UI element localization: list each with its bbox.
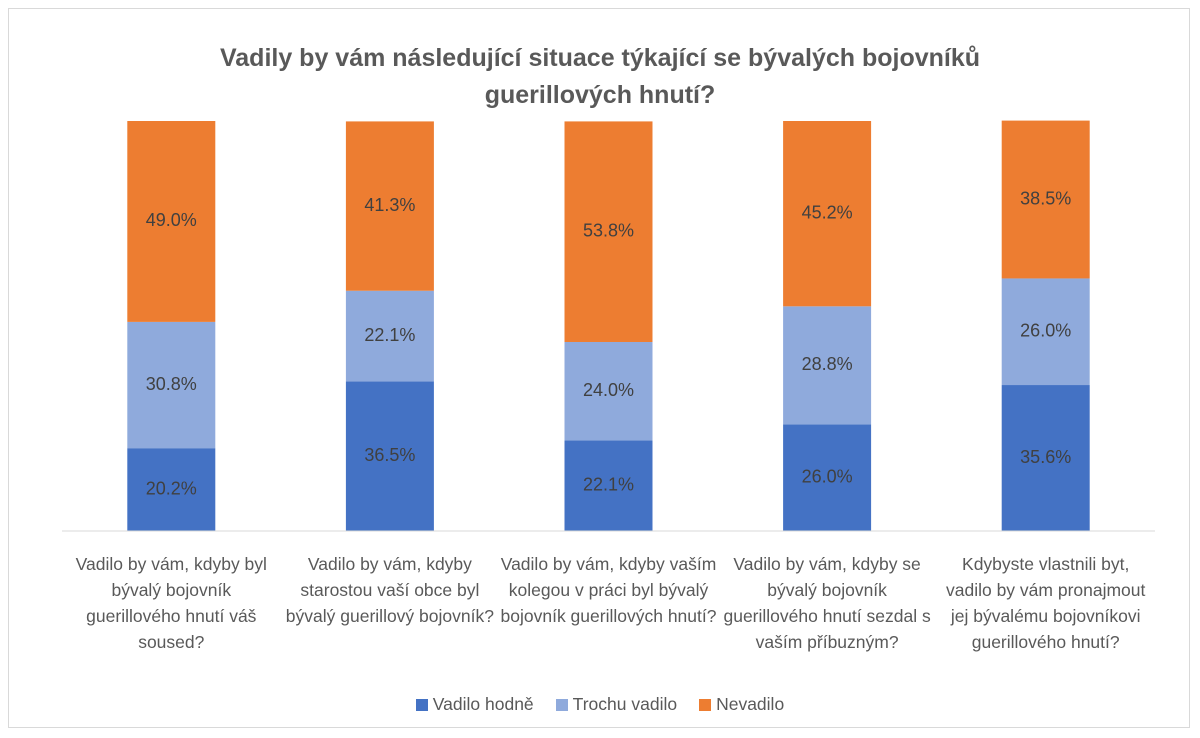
data-label: 28.8% [802, 354, 853, 374]
data-label: 45.2% [802, 202, 853, 222]
bar-segment [127, 321, 216, 449]
x-tick-label: Vadilo by vám, kdyby se bývalý bojovník … [723, 554, 931, 652]
legend-label: Trochu vadilo [572, 694, 678, 714]
legend-swatch [699, 698, 712, 711]
bar-segment [564, 440, 653, 531]
bar-segment [783, 306, 872, 425]
data-label: 26.0% [1020, 320, 1071, 340]
data-label: 53.8% [583, 220, 634, 240]
bar-segment [345, 381, 434, 531]
data-label: 20.2% [146, 478, 197, 498]
bar-segment [345, 121, 434, 291]
data-label: 38.5% [1020, 188, 1071, 208]
data-label: 41.3% [364, 195, 415, 215]
data-label: 49.0% [146, 210, 197, 230]
bar-segment [127, 448, 216, 531]
x-tick-label: Vadilo by vám, kdyby byl bývalý bojovník… [75, 554, 267, 652]
chart-title: Vadily by vám následující situace týkají… [219, 44, 981, 109]
data-label: 24.0% [583, 380, 634, 400]
bar-segment [1001, 385, 1090, 531]
data-label: 35.6% [1020, 447, 1071, 467]
legend-item: Trochu vadilo [555, 694, 678, 715]
bar-segment [783, 121, 872, 307]
data-label: 22.1% [583, 474, 634, 494]
legend-swatch [415, 698, 428, 711]
x-tick-label: Kdybyste vlastnili byt, vadilo by vám pr… [945, 554, 1146, 652]
bar-segment [1001, 278, 1090, 386]
x-tick-label: Vadilo by vám, kdyby vaším kolegou v prá… [500, 554, 717, 626]
legend-item: Vadilo hodně [415, 694, 534, 715]
legend-swatch [555, 698, 568, 711]
legend-label: Vadilo hodně [432, 694, 534, 714]
bar-segment [564, 341, 653, 441]
bar-segment [783, 424, 872, 531]
bar-segment [1001, 120, 1090, 279]
legend: Vadilo hodně Trochu vadilo Nevadilo [0, 694, 1200, 715]
bar-segment [127, 121, 216, 322]
bar-segment [345, 290, 434, 382]
legend-item: Nevadilo [699, 694, 784, 715]
data-label: 30.8% [146, 374, 197, 394]
bar-segment [564, 121, 653, 342]
data-label: 22.1% [364, 325, 415, 345]
data-label: 36.5% [364, 445, 415, 465]
data-label: 26.0% [802, 466, 853, 486]
chart-frame [8, 8, 1190, 728]
x-tick-label: Vadilo by vám, kdyby starostou vaší obce… [285, 554, 494, 626]
legend-label: Nevadilo [716, 694, 785, 714]
